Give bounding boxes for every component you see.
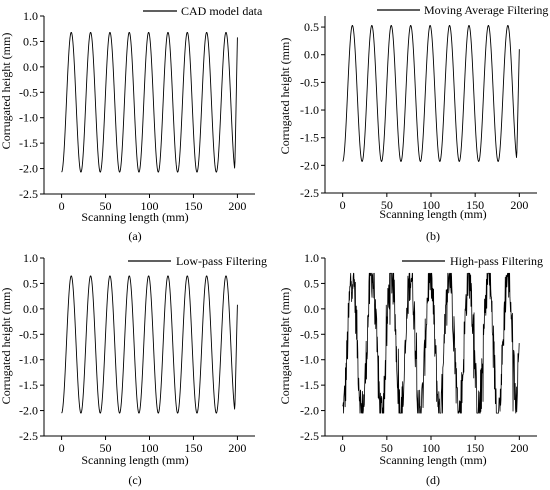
x-tick-label: 0 [59, 199, 65, 213]
x-tick-label: 200 [228, 199, 246, 213]
y-tick-label: -2.5 [300, 186, 319, 200]
y-tick-label: -1.5 [300, 378, 319, 392]
legend-label: High-pass Filtering [450, 254, 543, 268]
y-tick-label: -2.5 [19, 429, 38, 443]
x-tick-label: 100 [141, 441, 159, 455]
y-tick-label: 0.5 [304, 20, 319, 34]
x-tick-label: 100 [422, 198, 440, 212]
y-tick-label: 0.0 [304, 48, 319, 62]
x-tick-label: 150 [184, 199, 202, 213]
y-tick-label: -1.0 [300, 103, 319, 117]
series-line [342, 272, 520, 414]
y-tick-label: -1.0 [19, 353, 38, 367]
x-tick-label: 200 [510, 198, 528, 212]
y-tick-label: 1.0 [23, 251, 38, 265]
y-axis-label: Corrugated height (mm) [0, 33, 13, 150]
y-tick-label: -1.5 [19, 378, 38, 392]
x-tick-label: 200 [228, 441, 246, 455]
x-axis-label: Scanning length (mm) [81, 210, 188, 224]
y-tick-label: -2.5 [300, 429, 319, 443]
y-tick-label: -0.5 [19, 327, 38, 341]
y-tick-label: -2.0 [19, 404, 38, 418]
x-tick-label: 50 [381, 198, 393, 212]
legend-label: Low-pass Filtering [176, 254, 267, 268]
x-tick-label: 0 [340, 198, 346, 212]
x-tick-label: 150 [466, 198, 484, 212]
y-tick-label: 0.5 [304, 276, 319, 290]
y-tick-label: -0.5 [300, 75, 319, 89]
x-tick-label: 150 [466, 441, 484, 455]
x-tick-label: 50 [100, 441, 112, 455]
y-tick-label: -1.5 [19, 136, 38, 150]
x-tick-label: 100 [422, 441, 440, 455]
y-axis-label: Corrugated height (mm) [278, 38, 292, 155]
chart-panel-b: Corrugated height (mm) Scanning length (… [278, 3, 548, 243]
y-tick-label: 0.0 [23, 302, 38, 316]
series-line [342, 25, 520, 162]
x-axis-label: Scanning length (mm) [379, 207, 486, 221]
panel-label: (c) [128, 473, 141, 487]
series-line [61, 275, 238, 414]
x-tick-label: 50 [100, 199, 112, 213]
y-tick-label: -1.0 [19, 111, 38, 125]
chart-panel-a: Corrugated height (mm) Scanning length (… [0, 4, 263, 243]
panel-label: (a) [128, 229, 141, 243]
y-tick-label: 0.0 [304, 302, 319, 316]
y-tick-label: -0.5 [300, 327, 319, 341]
y-tick-label: -2.0 [19, 162, 38, 176]
y-tick-label: 0.0 [23, 60, 38, 74]
panel-label: (d) [426, 473, 440, 487]
legend-label: CAD model data [181, 4, 263, 18]
y-tick-label: -2.5 [19, 187, 38, 201]
y-tick-label: 1.0 [304, 251, 319, 265]
x-tick-label: 0 [340, 441, 346, 455]
y-tick-label: -0.5 [19, 85, 38, 99]
chart-panel-c: Corrugated height (mm) Scanning length (… [0, 251, 267, 487]
x-tick-label: 50 [381, 441, 393, 455]
x-axis-label: Scanning length (mm) [81, 453, 188, 467]
x-tick-label: 100 [141, 199, 159, 213]
chart-panel-d: Corrugated height (mm) Scanning length (… [278, 251, 543, 487]
series-line [61, 31, 238, 173]
x-tick-label: 0 [59, 441, 65, 455]
y-tick-label: -2.0 [300, 404, 319, 418]
y-tick-label: 0.5 [23, 276, 38, 290]
y-tick-label: -1.0 [300, 353, 319, 367]
y-tick-label: 0.5 [23, 34, 38, 48]
y-axis-label: Corrugated height (mm) [278, 288, 292, 405]
legend-label: Moving Average Filtering [424, 3, 548, 17]
y-tick-label: 1.0 [23, 9, 38, 23]
y-tick-label: -1.5 [300, 131, 319, 145]
x-tick-label: 200 [510, 441, 528, 455]
x-tick-label: 150 [184, 441, 202, 455]
y-axis-label: Corrugated height (mm) [0, 288, 13, 405]
panel-label: (b) [426, 229, 440, 243]
y-tick-label: -2.0 [300, 158, 319, 172]
x-axis-label: Scanning length (mm) [379, 453, 486, 467]
